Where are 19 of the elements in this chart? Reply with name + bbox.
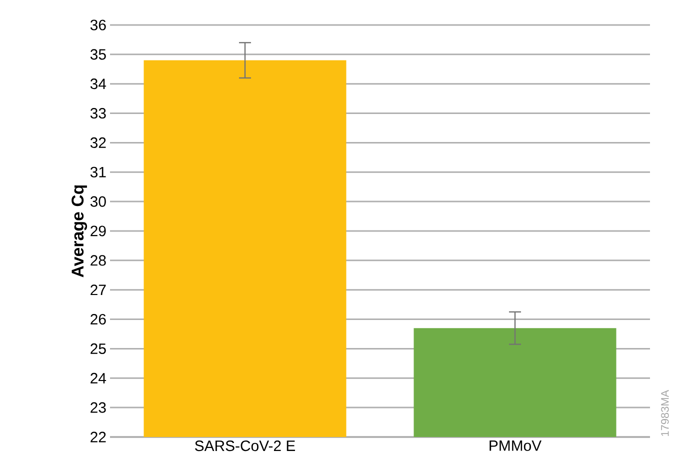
y-tick-label: 23 xyxy=(90,402,106,413)
y-tick-label: 22 xyxy=(90,432,106,442)
y-tick-label: 36 xyxy=(90,20,106,30)
y-tick-label: 30 xyxy=(90,196,106,207)
text: 17983MA xyxy=(661,390,669,436)
y-tick-label: 29 xyxy=(90,226,106,236)
y-tick-label: 35 xyxy=(90,49,106,60)
y-tick-label: 25 xyxy=(90,343,106,354)
y-tick-label: 32 xyxy=(90,137,106,148)
x-tick-label: PMMoV xyxy=(490,440,542,451)
y-tick-label: 34 xyxy=(90,78,106,90)
y-tick-label: 26 xyxy=(90,314,106,325)
y-tick-label: 33 xyxy=(90,108,106,119)
x-tick-label: SARS-CoV-2 E xyxy=(195,440,296,452)
y-tick-label: 24 xyxy=(90,372,106,384)
y-tick-label: 27 xyxy=(90,284,106,296)
y-axis-title: Average Cq xyxy=(72,185,88,278)
y-tick-label: 31 xyxy=(90,166,106,178)
y-tick-label: 28 xyxy=(90,255,106,266)
